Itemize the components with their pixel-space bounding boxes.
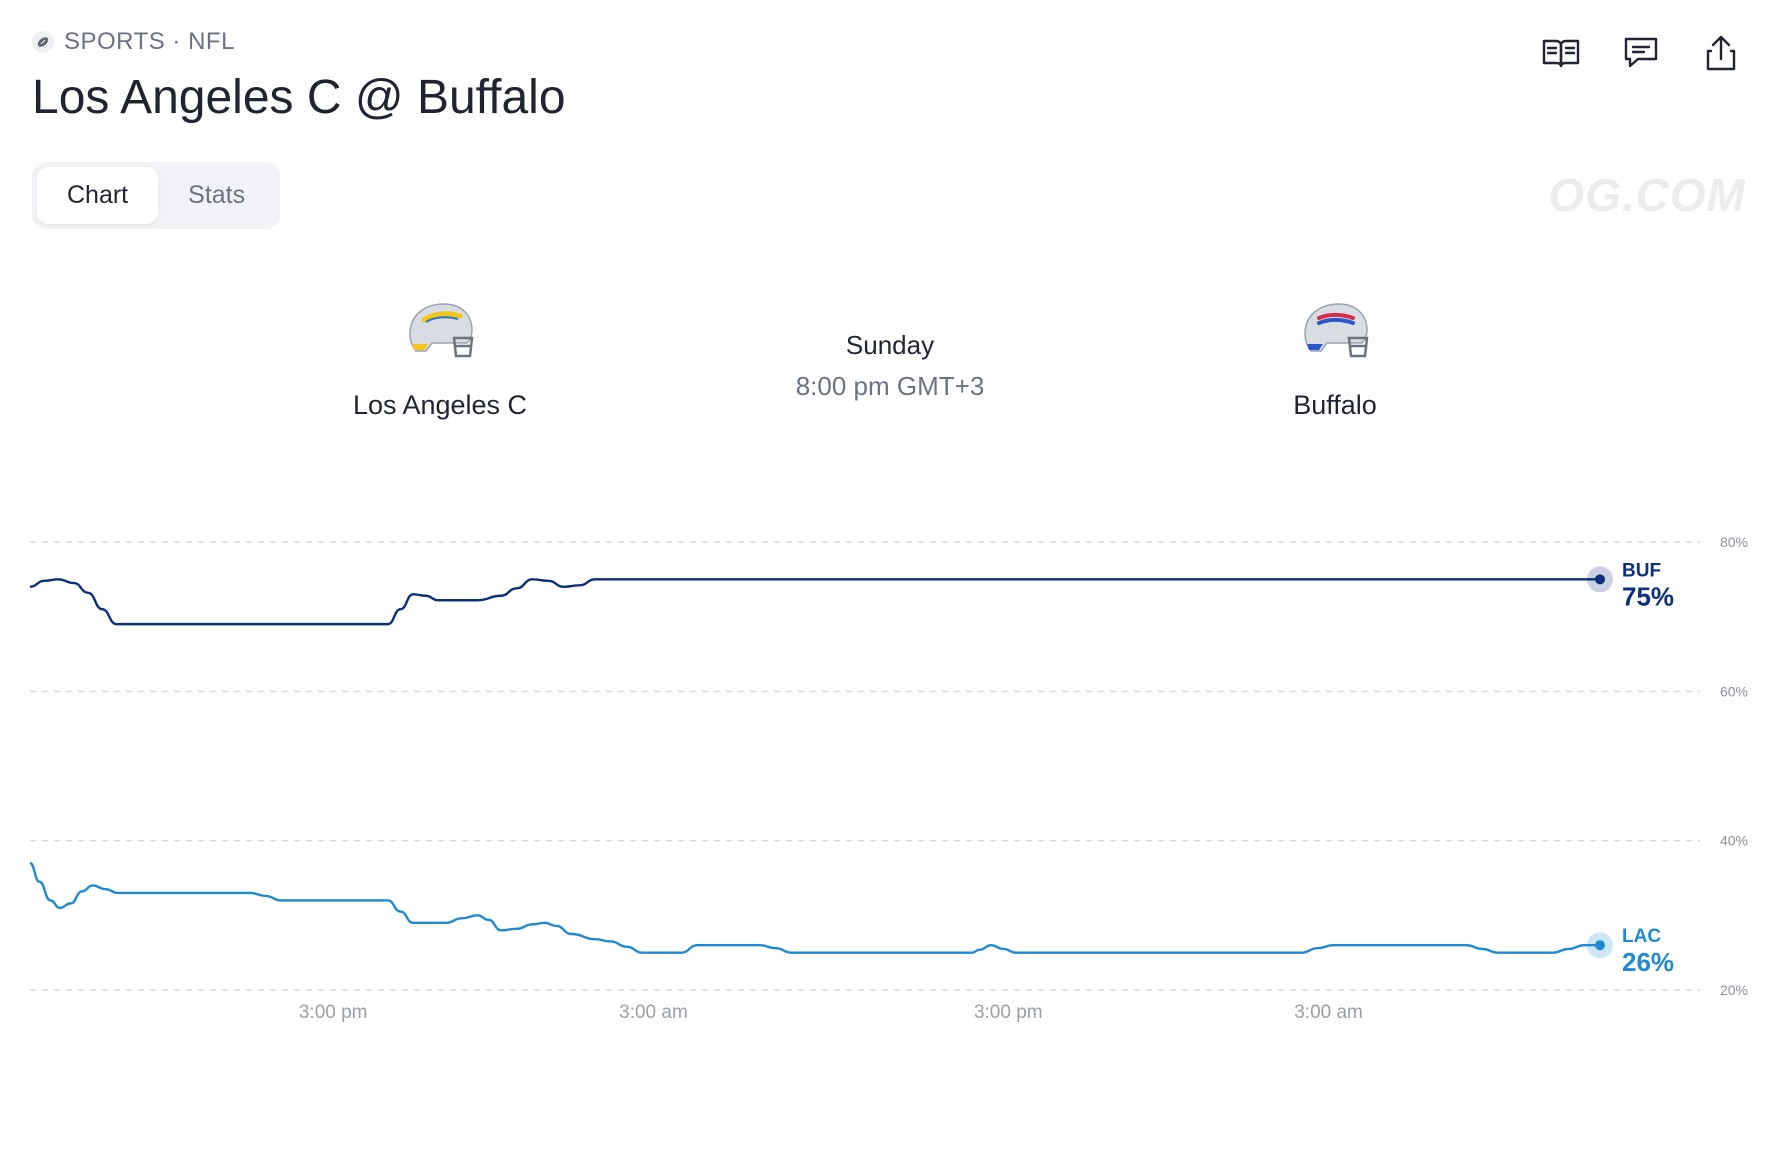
chart-grid: 80% 60% 40% 20% xyxy=(30,534,1748,998)
series-end-point[interactable] xyxy=(1595,940,1605,951)
away-team-name: Buffalo xyxy=(1293,390,1377,420)
page-title: Los Angeles C @ Buffalo xyxy=(32,71,566,124)
y-tick-label: 40% xyxy=(1720,833,1748,849)
header-actions xyxy=(1538,30,1744,76)
home-team[interactable]: Los Angeles C xyxy=(290,300,590,421)
chart-x-axis: 3:00 pm 3:00 am 3:00 pm 3:00 am xyxy=(299,1002,1363,1023)
chat-bubble-icon xyxy=(1624,37,1658,68)
x-tick-label: 3:00 pm xyxy=(299,1002,368,1023)
series-name-label: LAC xyxy=(1622,926,1661,947)
comments-button[interactable] xyxy=(1618,30,1664,76)
breadcrumb[interactable]: SPORTS · NFL xyxy=(32,28,1736,56)
series-value-label: 75% xyxy=(1622,581,1674,611)
probability-chart[interactable]: 80% 60% 40% 20% 3:00 pm 3:00 am 3:00 pm 3:00 a… xyxy=(0,520,1768,1150)
share-icon xyxy=(1706,35,1736,71)
game-time-label: 8:00 pm GMT+3 xyxy=(795,371,985,401)
share-button[interactable] xyxy=(1698,30,1744,76)
game-day: Sunday xyxy=(845,330,935,360)
brand-watermark: OG.COM xyxy=(1548,169,1746,221)
series-value-label: 26% xyxy=(1622,947,1674,977)
x-tick-label: 3:00 am xyxy=(1294,1002,1363,1023)
y-tick-label: 60% xyxy=(1720,683,1748,699)
home-team-name: Los Angeles C xyxy=(352,390,528,420)
series-end-point[interactable] xyxy=(1595,574,1605,585)
book-icon xyxy=(1542,39,1580,68)
breadcrumb-label: SPORTS · NFL xyxy=(64,28,235,55)
view-tabs: Chart Stats xyxy=(32,162,281,229)
bills-helmet-icon xyxy=(1297,300,1373,368)
tab-stats[interactable]: Stats xyxy=(188,181,246,209)
y-tick-label: 80% xyxy=(1720,534,1748,550)
rules-button[interactable] xyxy=(1538,30,1584,76)
chargers-helmet-icon xyxy=(402,300,478,368)
x-tick-label: 3:00 pm xyxy=(974,1002,1043,1023)
y-tick-label: 20% xyxy=(1720,982,1748,998)
tab-chart[interactable]: Chart xyxy=(37,167,159,224)
series-name-label: BUF xyxy=(1622,560,1661,581)
series-line-buf xyxy=(29,578,1600,626)
x-tick-label: 3:00 am xyxy=(619,1002,688,1023)
away-team[interactable]: Buffalo xyxy=(1185,300,1485,421)
series-line-lac xyxy=(29,861,1600,954)
header: SPORTS · NFL Los Angeles C @ Buffalo xyxy=(32,28,1736,125)
game-time: Sunday 8:00 pm GMT+3 xyxy=(740,330,1040,402)
football-icon xyxy=(32,31,54,53)
